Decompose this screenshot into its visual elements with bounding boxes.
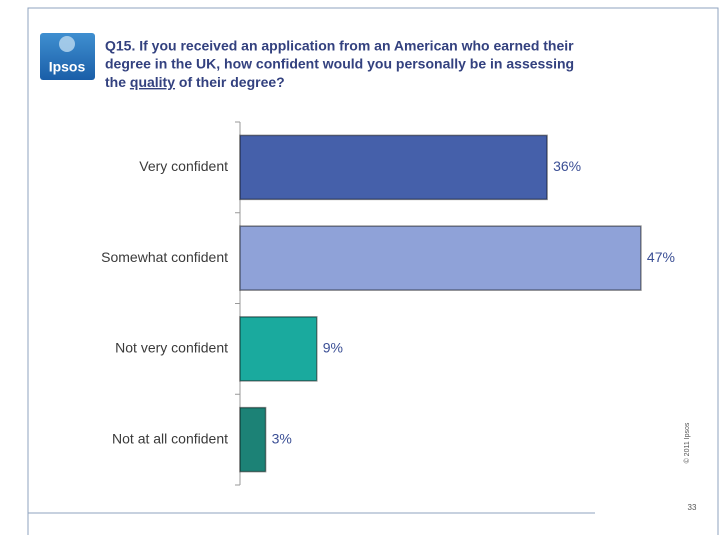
bar — [239, 406, 267, 473]
logo: Ipsos — [40, 33, 95, 80]
logo-text: Ipsos — [49, 59, 86, 75]
bar — [239, 225, 642, 291]
title-line: the quality of their degree? — [105, 74, 285, 90]
page-number: 33 — [688, 503, 697, 512]
logo-figure — [59, 36, 75, 52]
title-part: the — [105, 74, 130, 90]
value-label: 36% — [553, 158, 581, 174]
category-label: Somewhat confident — [101, 249, 228, 265]
title-line: Q15. If you received an application from… — [105, 38, 574, 54]
title-line: degree in the UK, how confident would yo… — [105, 56, 574, 72]
title-emphasis: quality — [130, 74, 175, 90]
value-label: 9% — [323, 340, 343, 356]
category-label: Very confident — [139, 158, 228, 174]
value-label: 47% — [647, 249, 675, 265]
category-label: Not very confident — [115, 340, 228, 356]
title-part: of their degree? — [175, 74, 285, 90]
copyright: © 2011 Ipsos — [683, 422, 691, 463]
category-label: Not at all confident — [112, 430, 228, 446]
bar — [239, 316, 318, 382]
slide-frame — [27, 7, 719, 535]
value-label: 3% — [272, 430, 292, 446]
bar — [239, 134, 548, 201]
logo-box — [40, 33, 95, 80]
